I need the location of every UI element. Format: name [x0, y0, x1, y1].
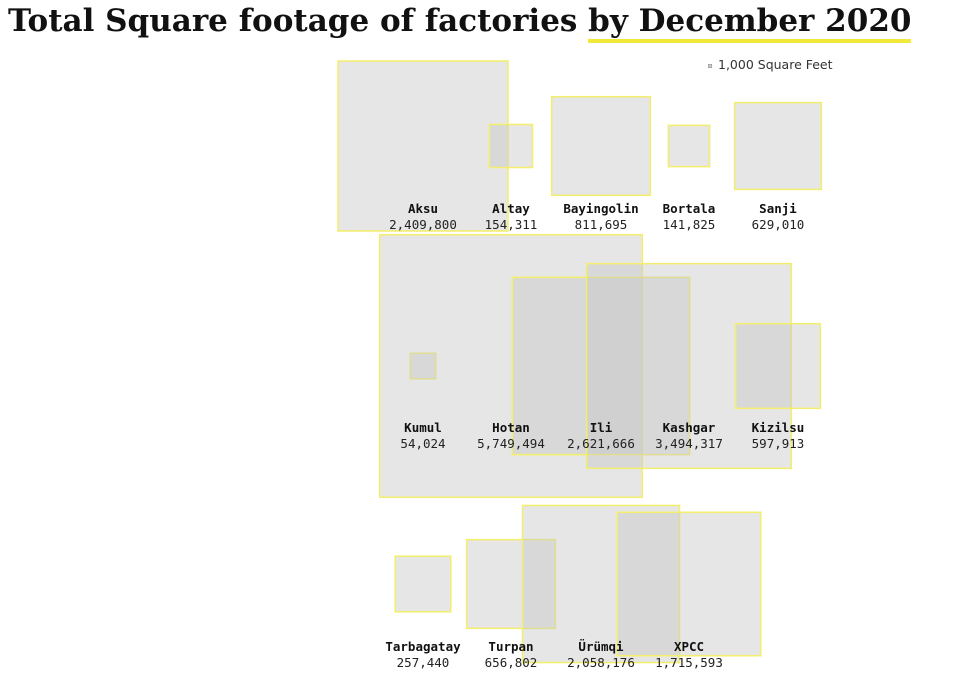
category-label: Sanji: [759, 201, 797, 216]
legend-square: [707, 63, 713, 69]
square: [616, 511, 762, 657]
value-label: 141,825: [663, 217, 716, 232]
category-label: Tarbagatay: [385, 639, 461, 654]
category-label: Kashgar: [663, 420, 716, 435]
value-label: 597,913: [752, 436, 805, 451]
square: [585, 262, 793, 470]
category-label: Hotan: [492, 420, 530, 435]
value-label: 2,621,666: [567, 436, 635, 451]
value-label: 5,749,494: [477, 436, 545, 451]
value-label: 154,311: [485, 217, 538, 232]
value-label: 811,695: [575, 217, 628, 232]
category-label: Kizilsu: [752, 420, 805, 435]
category-label: Altay: [492, 201, 530, 216]
category-label: Ürümqi: [578, 639, 624, 654]
square: [667, 124, 711, 168]
square: [733, 101, 823, 191]
category-label: Bayingolin: [563, 201, 638, 216]
value-label: 54,024: [400, 436, 445, 451]
square: [378, 233, 644, 499]
square: [394, 555, 452, 613]
value-label: 257,440: [397, 655, 450, 670]
category-label: XPCC: [674, 639, 704, 654]
category-label: Bortala: [663, 201, 716, 216]
chart-title: Total Square footage of factories by Dec…: [8, 0, 912, 43]
value-label: 1,715,593: [655, 655, 723, 670]
square: [521, 504, 681, 664]
category-label: Turpan: [488, 639, 533, 654]
square: [465, 538, 557, 630]
value-label: 3,494,317: [655, 436, 723, 451]
square: [337, 60, 509, 232]
title-text: Total Square footage of factories: [8, 3, 578, 39]
value-label: 629,010: [752, 217, 805, 232]
square: [511, 276, 691, 456]
category-label: Kumul: [404, 420, 442, 435]
square: [734, 322, 822, 410]
category-label: Ili: [590, 420, 613, 435]
square: [409, 352, 437, 380]
value-label: 656,802: [485, 655, 538, 670]
legend-label: 1,000 Square Feet: [718, 57, 833, 72]
square: [488, 123, 534, 169]
category-label: Aksu: [408, 201, 438, 216]
square: [550, 95, 652, 197]
value-label: 2,058,176: [567, 655, 635, 670]
value-label: 2,409,800: [389, 217, 457, 232]
title-highlight: by December 2020: [588, 3, 912, 43]
